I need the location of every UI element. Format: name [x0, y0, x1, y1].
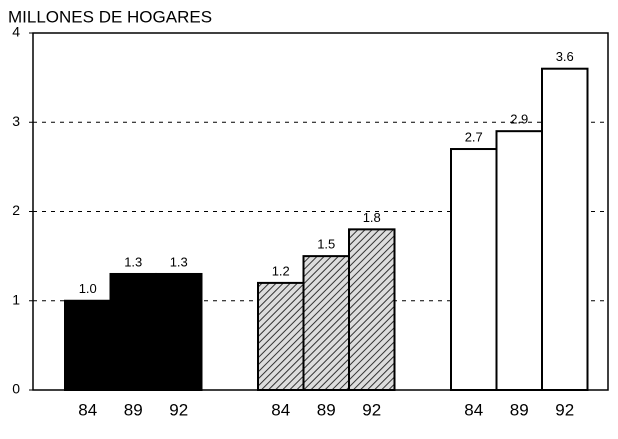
y-tick-label: 2 [12, 202, 20, 218]
value-label: 1.3 [124, 254, 142, 269]
chart-title: MILLONES DE HOGARES [8, 7, 212, 26]
x-tick-label: 89 [510, 400, 529, 419]
y-tick-label: 0 [12, 381, 20, 397]
value-label: 1.0 [79, 281, 97, 296]
value-label: 1.8 [363, 210, 381, 225]
x-tick-label: 89 [317, 400, 336, 419]
bar [495, 130, 543, 392]
x-tick-label: 89 [124, 400, 143, 419]
value-label: 1.2 [272, 263, 290, 278]
value-label: 1.5 [317, 237, 335, 252]
bar [109, 272, 157, 392]
y-tick-label: 1 [12, 291, 20, 307]
x-tick-label: 84 [271, 400, 290, 419]
x-tick-label: 92 [555, 400, 574, 419]
bar [302, 255, 350, 391]
bar [257, 281, 305, 391]
x-tick-label: 92 [169, 400, 188, 419]
value-label: 3.6 [556, 49, 574, 64]
value-label: 1.3 [170, 254, 188, 269]
value-label: 2.7 [465, 129, 483, 144]
x-tick-label: 92 [362, 400, 381, 419]
bar [64, 299, 112, 391]
bar [155, 272, 203, 392]
value-label: 2.9 [510, 112, 528, 127]
x-tick-label: 84 [78, 400, 97, 419]
x-tick-label: 84 [464, 400, 483, 419]
bar [450, 148, 498, 391]
y-tick-label: 4 [12, 24, 20, 40]
y-tick-label: 3 [12, 113, 20, 129]
bar [541, 67, 589, 391]
bar [348, 228, 396, 391]
